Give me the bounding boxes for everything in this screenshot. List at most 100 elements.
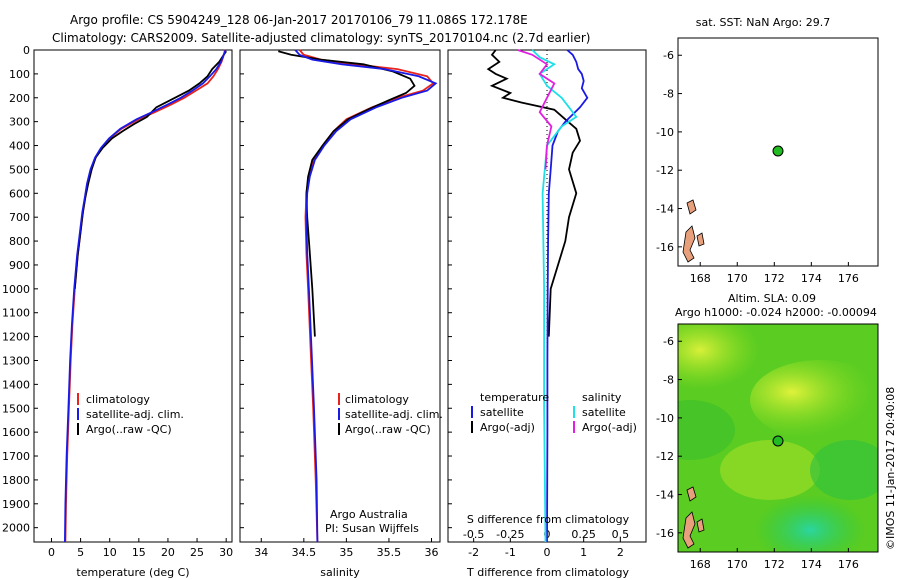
sla-high-patch [750, 360, 878, 440]
imos-credit: ©IMOS 11-Jan-2017 20:40:08 [884, 387, 897, 550]
argo-float-marker [772, 145, 784, 157]
lat-tick-label: -14 [656, 489, 674, 502]
sla-map-axes: -6 -8 -10 -12 -14 -16 168 170 172 174 176 [656, 335, 859, 571]
x-tick-label: 15 [132, 546, 146, 559]
diff-line-argo-temperature [486, 49, 581, 337]
x-tick-label: 36 [424, 546, 438, 559]
salinity-x-axis: 34 34.5 35 35.5 36 [254, 538, 438, 559]
depth-tick-label: 300 [9, 116, 30, 129]
lon-tick-label: 176 [838, 558, 859, 571]
depth-tick-label: 1000 [2, 283, 30, 296]
depth-tick-label: 0 [23, 44, 30, 57]
x-tick-label: -1 [505, 546, 516, 559]
salinity-axis-label: salinity [320, 566, 360, 579]
sst-map-title: sat. SST: NaN Argo: 29.7 [696, 16, 830, 29]
land-patch [696, 232, 705, 247]
x-tick-label: 34 [254, 546, 268, 559]
sla-map-title: Altim. SLA: 0.09 [728, 292, 816, 305]
temperature-difference-label: T difference from climatology [466, 566, 629, 579]
diff-line-argo-salinity [517, 49, 556, 170]
lon-tick-label: 174 [801, 558, 822, 571]
lat-tick-label: -10 [656, 126, 674, 139]
s-diff-tick-label: -0.5 [463, 528, 484, 541]
difference-legend: temperature salinity satellite Argo(-adj… [471, 391, 637, 434]
x-tick-label: 30 [219, 546, 233, 559]
legend-label-satellite: satellite-adj. clim. [86, 408, 184, 421]
x-tick-label: 35.5 [377, 546, 402, 559]
legend-label-climatology: climatology [345, 393, 409, 406]
figure-title-line2: Climatology: CARS2009. Satellite-adjuste… [52, 31, 590, 45]
credit-argo-australia: Argo Australia [330, 508, 408, 521]
lon-tick-label: 170 [727, 558, 748, 571]
lat-tick-label: -16 [656, 241, 674, 254]
diff-line-satellite-salinity [531, 49, 578, 543]
sla-high-patch [720, 440, 820, 500]
legend-label-climatology: climatology [86, 393, 150, 406]
x-tick-label: 0 [48, 546, 55, 559]
figure-title-line1: Argo profile: CS 5904249_128 06-Jan-2017… [70, 13, 528, 27]
land-patch [682, 511, 696, 549]
depth-tick-label: 1100 [2, 307, 30, 320]
depth-tick-label: 1200 [2, 331, 30, 344]
lon-tick-label: 168 [690, 558, 711, 571]
depth-tick-label: 1900 [2, 498, 30, 511]
depth-tick-label: 500 [9, 163, 30, 176]
sla-heatmap [678, 324, 878, 552]
lat-tick-label: -6 [663, 49, 674, 62]
sst-map-axes: -6 -8 -10 -12 -14 -16 168 170 172 174 176 [656, 49, 859, 285]
x-tick-label: 2 [617, 546, 624, 559]
lat-tick-label: -14 [656, 203, 674, 216]
s-diff-tick-label: 0.5 [612, 528, 630, 541]
legend-title-salinity: salinity [582, 391, 622, 404]
salinity-panel-frame [239, 49, 441, 543]
depth-tick-label: 2000 [2, 522, 30, 535]
sla-low-patch [755, 495, 865, 552]
land-patch [682, 225, 696, 263]
x-tick-label: 10 [103, 546, 117, 559]
depth-tick-label: 100 [9, 68, 30, 81]
lon-tick-label: 172 [764, 558, 785, 571]
depth-tick-label: 600 [9, 187, 30, 200]
sla-low-patch [810, 440, 878, 500]
depth-tick-label: 1600 [2, 426, 30, 439]
land-patch [696, 518, 705, 533]
legend-label-argo: Argo(..raw -QC) [345, 423, 431, 436]
lat-tick-label: -10 [656, 412, 674, 425]
s-diff-tick-label: 0.25 [571, 528, 596, 541]
salinity-difference-label: S difference from climatology [467, 513, 630, 526]
lon-tick-label: 172 [764, 272, 785, 285]
land-patch [686, 486, 697, 502]
credit-pi: PI: Susan Wijffels [325, 522, 419, 535]
legend-label-argo: Argo(..raw -QC) [86, 423, 172, 436]
x-tick-label: -2 [468, 546, 479, 559]
depth-axis: 0 100 200 300 400 500 600 700 800 900 1000 1100 1200… [2, 44, 452, 535]
argo-float-marker [772, 435, 784, 447]
lon-tick-label: 168 [690, 272, 711, 285]
legend-title-temperature: temperature [480, 391, 549, 404]
depth-tick-label: 1700 [2, 450, 30, 463]
x-tick-label: 0 [544, 546, 551, 559]
depth-tick-label: 1500 [2, 402, 30, 415]
salinity-line-argo [278, 50, 416, 337]
lat-tick-label: -12 [656, 450, 674, 463]
temperature-legend: climatology satellite-adj. clim. Argo(..… [77, 393, 184, 436]
x-tick-label: 25 [190, 546, 204, 559]
temperature-x-axis: 0 5 10 15 20 25 30 [48, 538, 233, 559]
legend-label-satellite: satellite-adj. clim. [345, 408, 443, 421]
temperature-panel-frame [33, 49, 233, 543]
depth-tick-label: 1800 [2, 474, 30, 487]
legend-label-satellite-T: satellite [480, 406, 524, 419]
salinity-line-climatology [298, 49, 435, 543]
s-diff-tick-label: -0.25 [496, 528, 524, 541]
x-tick-label: 1 [580, 546, 587, 559]
difference-profiles [486, 49, 589, 543]
depth-tick-label: 800 [9, 235, 30, 248]
lat-tick-label: -12 [656, 164, 674, 177]
lon-tick-label: 170 [727, 272, 748, 285]
temperature-line-climatology [64, 49, 226, 543]
diff-line-satellite-temperature [546, 49, 589, 543]
legend-label-satellite-S: satellite [582, 406, 626, 419]
depth-tick-label: 200 [9, 92, 30, 105]
sla-low-patch [678, 400, 735, 460]
